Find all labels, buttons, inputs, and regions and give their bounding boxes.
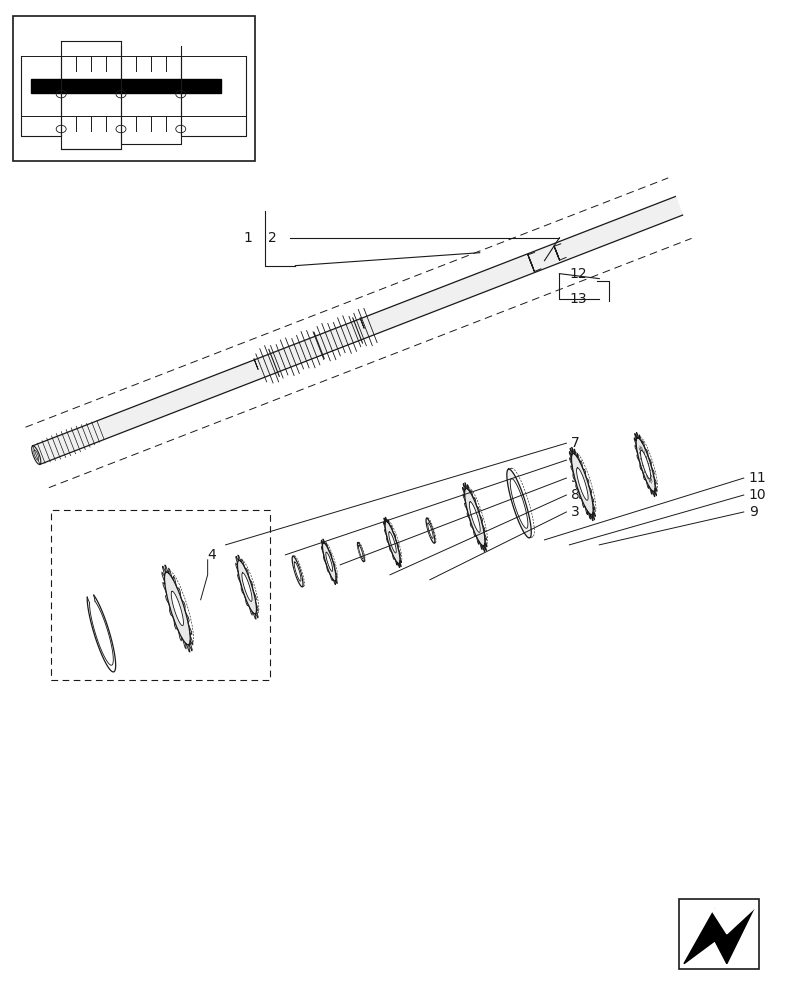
Polygon shape [32, 79, 221, 93]
Polygon shape [242, 573, 252, 601]
Text: 7: 7 [571, 436, 580, 450]
Text: 5: 5 [571, 471, 580, 485]
Polygon shape [165, 572, 190, 645]
Polygon shape [569, 447, 596, 521]
Polygon shape [322, 543, 336, 581]
Polygon shape [684, 909, 754, 964]
Text: 12: 12 [570, 267, 587, 281]
Text: 9: 9 [749, 505, 757, 519]
Polygon shape [236, 555, 258, 619]
Polygon shape [636, 438, 655, 491]
Polygon shape [507, 469, 531, 538]
Polygon shape [571, 453, 593, 515]
Polygon shape [641, 450, 651, 479]
Polygon shape [636, 438, 655, 491]
Polygon shape [326, 552, 333, 571]
Polygon shape [384, 517, 401, 568]
Polygon shape [322, 543, 336, 581]
Polygon shape [358, 543, 364, 562]
Polygon shape [292, 556, 303, 587]
Polygon shape [465, 488, 485, 546]
Polygon shape [237, 560, 256, 614]
Text: 11: 11 [749, 471, 767, 485]
Polygon shape [162, 565, 193, 652]
Polygon shape [426, 518, 435, 543]
Polygon shape [463, 483, 487, 551]
Text: 6: 6 [571, 453, 580, 467]
Polygon shape [634, 433, 657, 497]
Text: 1: 1 [243, 231, 252, 245]
Polygon shape [32, 197, 682, 464]
Text: 3: 3 [571, 505, 580, 519]
Polygon shape [294, 562, 301, 581]
Bar [13, 16, 255, 161]
Polygon shape [359, 545, 363, 559]
Text: 13: 13 [570, 292, 587, 306]
Polygon shape [237, 560, 256, 614]
Text: 2: 2 [269, 231, 277, 245]
Polygon shape [322, 539, 337, 585]
Polygon shape [385, 521, 400, 563]
Text: 10: 10 [749, 488, 767, 502]
Polygon shape [511, 479, 528, 528]
Polygon shape [426, 518, 435, 543]
Polygon shape [507, 469, 531, 538]
Polygon shape [171, 591, 184, 626]
Polygon shape [292, 556, 303, 587]
Text: 4: 4 [208, 548, 217, 562]
Polygon shape [470, 502, 480, 532]
Polygon shape [165, 572, 190, 645]
Bar [679, 899, 759, 969]
Polygon shape [571, 453, 593, 515]
Polygon shape [358, 543, 364, 562]
Polygon shape [577, 468, 588, 500]
Polygon shape [385, 521, 400, 563]
Text: 8: 8 [571, 488, 580, 502]
Polygon shape [711, 909, 754, 934]
Polygon shape [465, 488, 485, 546]
Polygon shape [428, 523, 433, 538]
Polygon shape [388, 532, 396, 553]
